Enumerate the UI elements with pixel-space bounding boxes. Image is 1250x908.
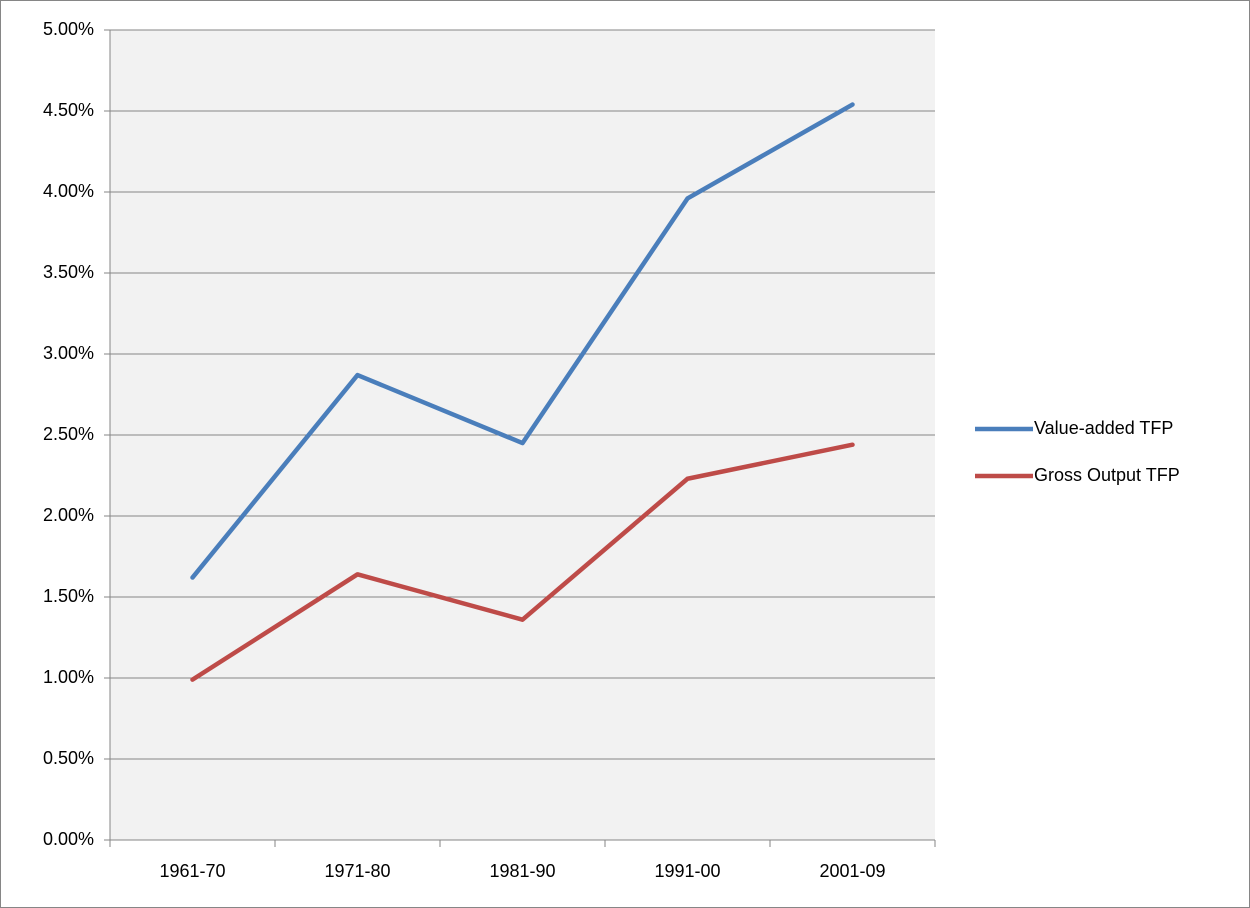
- x-tick-label: 1961-70: [159, 861, 225, 881]
- y-tick-label: 3.50%: [43, 262, 94, 282]
- y-tick-label: 5.00%: [43, 19, 94, 39]
- x-tick-label: 1971-80: [324, 861, 390, 881]
- y-tick-label: 4.00%: [43, 181, 94, 201]
- y-tick-label: 4.50%: [43, 100, 94, 120]
- x-tick-label: 2001-09: [819, 861, 885, 881]
- y-tick-label: 2.00%: [43, 505, 94, 525]
- x-tick-label: 1991-00: [654, 861, 720, 881]
- legend-label: Gross Output TFP: [1034, 465, 1180, 485]
- y-tick-label: 3.00%: [43, 343, 94, 363]
- series-line: [190, 442, 855, 682]
- y-tick-label: 0.00%: [43, 829, 94, 849]
- y-tick-label: 0.50%: [43, 748, 94, 768]
- legend-label: Value-added TFP: [1034, 418, 1173, 438]
- x-tick-label: 1981-90: [489, 861, 555, 881]
- y-tick-label: 1.50%: [43, 586, 94, 606]
- y-tick-label: 2.50%: [43, 424, 94, 444]
- series-line: [190, 102, 855, 580]
- y-tick-label: 1.00%: [43, 667, 94, 687]
